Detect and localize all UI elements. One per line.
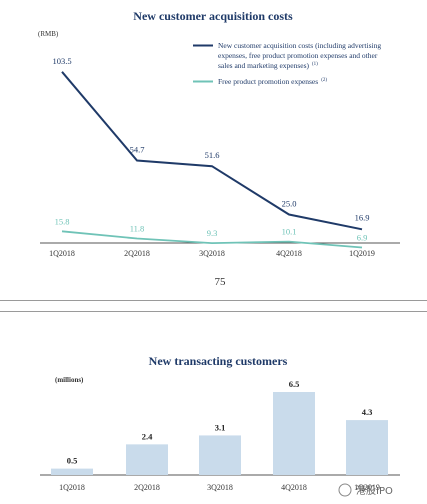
line-series-2-path (61, 230, 363, 249)
line-series-1-data-label: 103.5 (52, 56, 71, 66)
bar-chart-x-tick-label: 3Q2018 (207, 483, 233, 492)
transacting-customers-bar-chart: New transacting customers (millions) 0.5… (40, 354, 400, 497)
line-chart-series: 103.5 54.7 51.6 25.0 16.9 15.8 11.8 9.3 10.1 6.9 (52, 56, 370, 249)
legend-entry-1-line: New customer acquisition costs (includin… (218, 41, 381, 50)
bar-value-label: 3.1 (215, 422, 226, 432)
line-chart-legend: New customer acquisition costs (includin… (193, 41, 381, 86)
bar-1Q2019 (346, 420, 388, 475)
page-number: 75 (215, 276, 227, 288)
line-series-2-data-label: 15.8 (55, 216, 70, 226)
bar-chart-unit-label: (millions) (55, 376, 84, 384)
line-series-2-data-label: 9.3 (207, 228, 218, 238)
bar-value-label: 4.3 (362, 407, 373, 417)
bar-4Q2018 (273, 392, 315, 475)
bar-chart-x-tick-label: 1Q2019 (354, 483, 380, 492)
line-chart-x-tick-label: 2Q2018 (124, 249, 150, 258)
bar-chart-bars: 0.5 2.4 3.1 6.5 4.3 (51, 379, 388, 475)
bar-value-label: 6.5 (289, 379, 300, 389)
line-chart-x-tick-label: 3Q2018 (199, 249, 225, 258)
line-chart-unit-label: (RMB) (38, 30, 59, 38)
bar-2Q2018 (126, 444, 168, 475)
bar-1Q2018 (51, 468, 93, 475)
line-series-2-data-label: 6.9 (357, 233, 368, 243)
page-break (0, 300, 427, 312)
line-series-1-path (61, 71, 363, 231)
bar-value-label: 0.5 (67, 456, 78, 466)
bar-chart-x-tick-label: 1Q2018 (59, 483, 85, 492)
line-series-1-data-label: 25.0 (282, 199, 297, 209)
watermark-logo-icon (338, 483, 352, 497)
acquisition-cost-line-chart: New customer acquisition costs (RMB) New… (38, 9, 400, 288)
bar-3Q2018 (199, 435, 241, 475)
line-series-2-data-label: 10.1 (282, 227, 297, 237)
legend-entry-1-line: expenses, free product promotion expense… (218, 51, 378, 60)
line-chart-x-tick-label: 1Q2018 (49, 249, 75, 258)
line-chart-title: New customer acquisition costs (133, 9, 293, 23)
line-series-1-data-label: 51.6 (205, 150, 220, 160)
bar-chart-x-tick-label: 4Q2018 (281, 483, 307, 492)
bar-chart-panel: New transacting customers (millions) 0.5… (0, 312, 427, 499)
line-chart-x-ticks: 1Q2018 2Q2018 3Q2018 4Q2018 1Q2019 (49, 249, 375, 258)
line-chart-panel: New customer acquisition costs (RMB) New… (38, 9, 400, 288)
line-series-1-data-label: 16.9 (355, 212, 370, 222)
legend-footnote-1: (1) (312, 62, 318, 67)
bar-chart-x-ticks: 1Q2018 2Q2018 3Q2018 4Q2018 1Q2019 (59, 483, 380, 492)
bar-chart-x-tick-label: 2Q2018 (134, 483, 160, 492)
line-chart-x-tick-label: 1Q2019 (349, 249, 375, 258)
line-chart-x-tick-label: 4Q2018 (276, 249, 302, 258)
line-series-2-data-label: 11.8 (130, 224, 145, 234)
legend-entry-1-line: sales and marketing expenses) (1) (218, 61, 318, 70)
bar-chart-title: New transacting customers (149, 354, 288, 368)
legend-footnote-2: (2) (321, 78, 327, 83)
legend-entry-2-line: Free product promotion expenses (2) (218, 77, 327, 86)
watermark-text: 港股IPO (356, 485, 393, 497)
line-series-1-data-label: 54.7 (130, 145, 145, 155)
watermark: 港股IPO (338, 483, 393, 497)
bar-value-label: 2.4 (142, 431, 153, 441)
